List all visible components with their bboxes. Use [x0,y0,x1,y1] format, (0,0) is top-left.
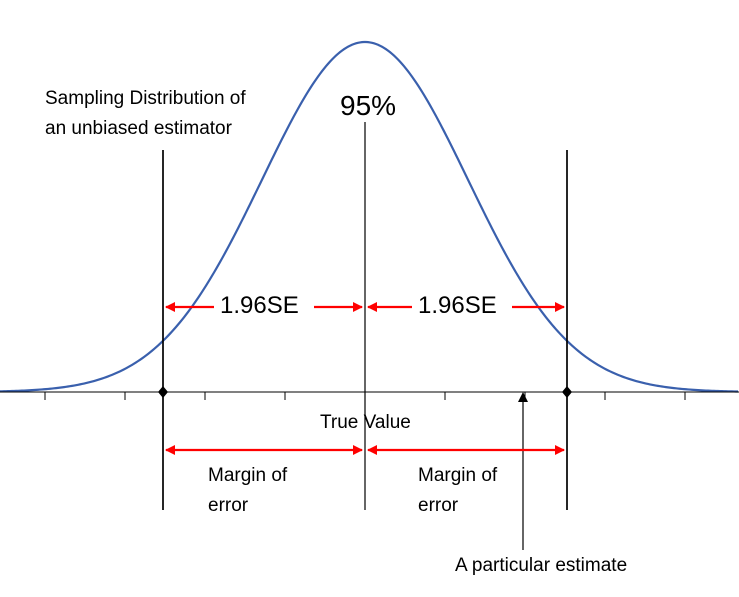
title-line2: an unbiased estimator [45,118,232,140]
baseline-marker-left [158,386,168,398]
moe-right-line1: Margin of [418,465,497,487]
true-value-label: True Value [320,412,411,434]
moe-left-line1: Margin of [208,465,287,487]
chart-container: Sampling Distribution of an unbiased est… [0,0,739,597]
title-line1: Sampling Distribution of [45,88,246,110]
moe-left-line2: error [208,495,248,517]
baseline-marker-right [562,386,572,398]
confidence-label: 95% [340,90,396,122]
moe-right-line2: error [418,495,458,517]
estimate-label: A particular estimate [455,555,627,577]
se-left-label: 1.96SE [220,292,299,320]
se-right-label: 1.96SE [418,292,497,320]
estimate-arrowhead [518,392,528,402]
